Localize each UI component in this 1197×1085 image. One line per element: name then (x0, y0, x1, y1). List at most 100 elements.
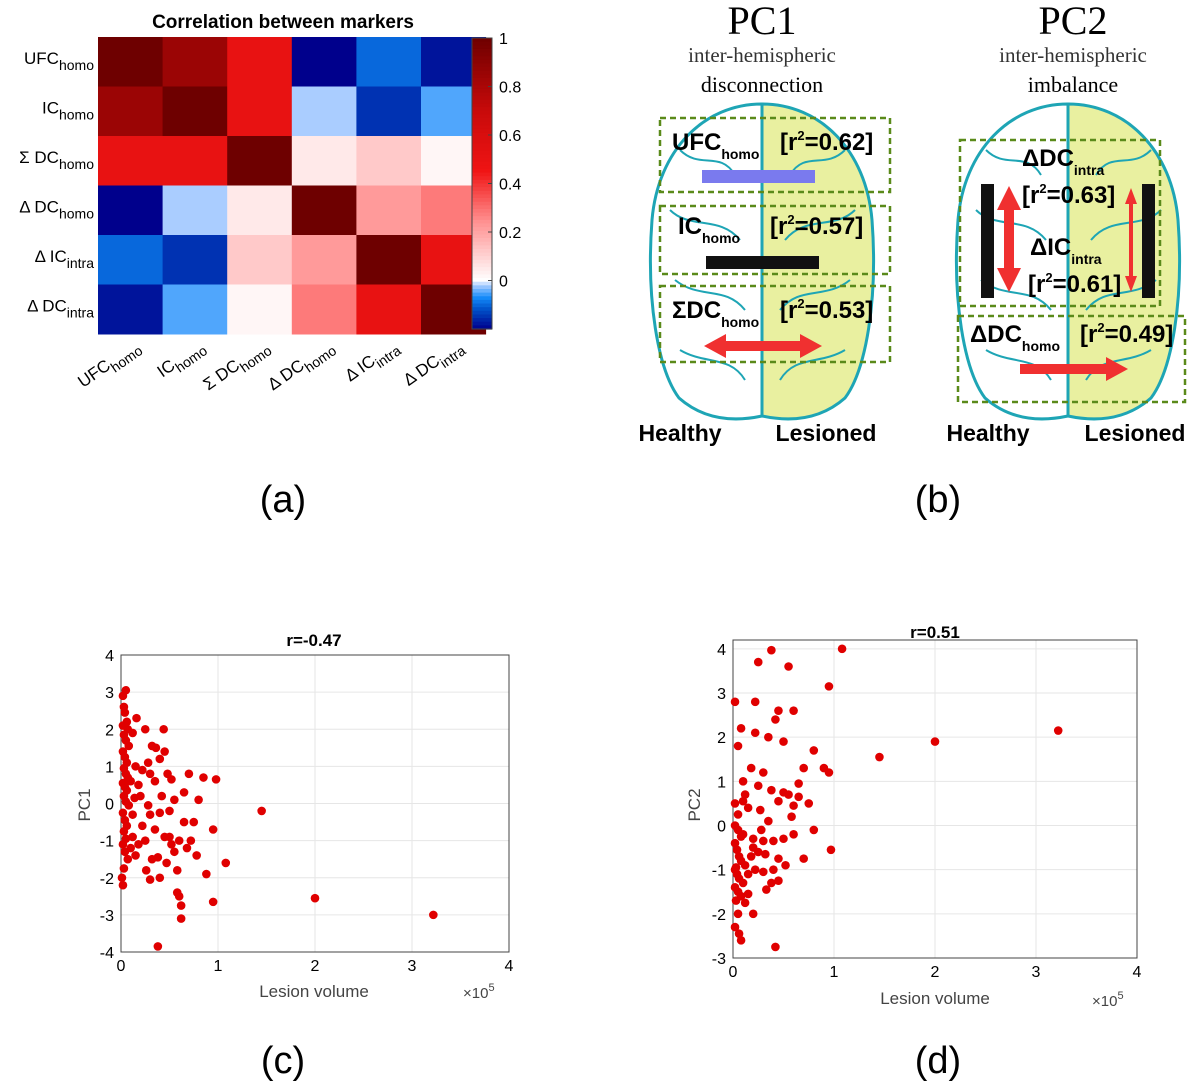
y-tick-label: 3 (105, 685, 114, 702)
scatter-point (117, 873, 127, 883)
colorbar-segment (472, 118, 492, 123)
scatter-point (184, 769, 194, 779)
colorbar-segment (472, 67, 492, 72)
scatter-point (759, 867, 768, 877)
scatter-pc2-panel: 0 1 2 3 4 4 3 2 1 0 -1 -2 -3 r=0.51 Lesion volume PC… (685, 623, 1142, 1082)
scatter-point (736, 936, 746, 945)
scatter-point (794, 779, 803, 788)
scatter-pc1-title: r=-0.47 (286, 631, 341, 650)
colorbar-segment (472, 208, 492, 214)
scatter-point (824, 682, 834, 691)
x-tick-label: 0 (117, 958, 126, 975)
heatmap-cell-5-3 (291, 284, 357, 335)
colorbar-segment (472, 318, 492, 323)
scatter-point (767, 785, 776, 795)
scatter-point (128, 728, 137, 738)
scatter-point (134, 840, 143, 849)
colorbar-segment (472, 248, 492, 254)
colorbar-segment (472, 238, 492, 243)
scatter-pc1-axes (120, 654, 510, 953)
pc2-ddc-homo-label: ΔDChomo (970, 321, 1060, 354)
pc2-left-double-arrow (997, 186, 1021, 292)
heatmap-col-label: Δ DChomo (264, 336, 339, 399)
pc1-double-arrow (704, 334, 822, 358)
scatter-point (179, 788, 189, 797)
x-tick-label: 4 (1133, 964, 1142, 981)
colorbar-segment (472, 241, 492, 246)
scatter-point (123, 854, 133, 864)
pc1-ic-label: IChomo (678, 213, 740, 246)
scatter-point (257, 806, 266, 816)
scatter-point (172, 888, 182, 897)
scatter-point (804, 799, 814, 808)
y-tick-label: 0 (105, 797, 114, 814)
scatter-point (134, 780, 143, 790)
y-tick-label: -4 (100, 945, 114, 962)
scatter-point (774, 876, 783, 886)
x-tick-label: 3 (408, 958, 417, 975)
pc1-box-ic (658, 204, 892, 276)
scatter-point (750, 728, 760, 738)
colorbar-segment (472, 85, 492, 90)
scatter-point (762, 885, 771, 894)
scatter-point (784, 662, 793, 671)
scatter-point (157, 791, 167, 801)
x-tick-label: 3 (1032, 964, 1041, 981)
scatter-point (799, 763, 808, 773)
scatter-point (748, 843, 758, 852)
colorbar-segment (472, 161, 492, 166)
scatter-point (160, 747, 169, 756)
scatter-point (202, 869, 211, 879)
heatmap-cell-4-1 (162, 235, 228, 285)
pc1-ic-r2: [r2=0.57] (770, 212, 863, 240)
heatmap-cell-0-3 (291, 37, 357, 87)
heatmap-cell-2-0 (98, 136, 164, 186)
scatter-point (143, 801, 153, 810)
heatmap-cell-4-2 (227, 235, 293, 285)
colorbar-segment (472, 325, 492, 330)
scatter-point (208, 825, 218, 834)
scatter-point (151, 743, 161, 753)
pc1-ufc-label: UFChomo (672, 129, 759, 162)
colorbar-segment (472, 179, 492, 185)
scatter-point (155, 873, 165, 883)
scatter-point (794, 792, 803, 802)
scatter-point (124, 741, 134, 751)
scatter-point (774, 796, 783, 806)
scatter-point (734, 929, 744, 939)
colorbar-segment (472, 292, 492, 297)
scatter-point (774, 706, 783, 715)
scatter-point (145, 769, 155, 779)
heatmap-cell-5-1 (162, 284, 228, 335)
scatter-point (172, 866, 182, 875)
pc1-box-sdc (658, 284, 892, 364)
colorbar-segment (472, 252, 492, 257)
panel-label-c: (c) (261, 1040, 305, 1082)
scatter-pc1-panel: 0 1 2 3 4 4 3 2 1 0 -1 -2 -3 -4 r=-0.47 Lesion volume… (75, 631, 514, 1082)
scatter-point (159, 724, 168, 734)
heatmap-cell-0-0 (98, 37, 164, 87)
x-tick-label: 0 (729, 964, 738, 981)
heatmap-cell-1-3 (291, 86, 357, 137)
heatmap-cell-1-1 (162, 86, 228, 137)
colorbar-segment (472, 168, 492, 174)
panel-label-d: (d) (915, 1040, 961, 1082)
scatter-point (121, 685, 131, 695)
colorbar-tick-label: 0.2 (499, 225, 521, 242)
colorbar-segment (472, 88, 492, 94)
scatter-point (165, 806, 174, 816)
y-tick-label: 2 (105, 722, 114, 739)
colorbar-segment (472, 227, 492, 232)
colorbar-segment (472, 165, 492, 170)
scatter-point (140, 724, 150, 734)
scatter-point (748, 834, 758, 844)
scatter-point (118, 808, 128, 818)
heatmap-cell-4-4 (356, 235, 422, 285)
scatter-point (732, 845, 742, 855)
pc2-box-homo (956, 314, 1187, 404)
scatter-point (781, 860, 790, 870)
panel-label-a: (a) (260, 479, 306, 521)
heatmap-row-label: Δ DCintra (27, 296, 94, 320)
x-tick-label: 4 (505, 958, 514, 975)
heatmap-row-labels: UFChomo IChomo Σ DChomo Δ DChomo Δ ICintra Δ … (19, 49, 94, 321)
